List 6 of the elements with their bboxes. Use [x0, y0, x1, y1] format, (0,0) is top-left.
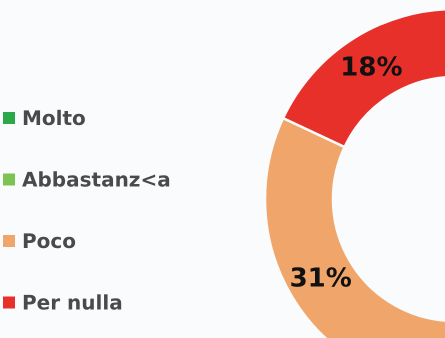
legend-label: Poco [22, 229, 76, 253]
legend-label: Molto [22, 106, 86, 130]
legend-label: Per nulla [22, 290, 123, 314]
legend-label: Abbastanz<a [22, 168, 171, 192]
data-label: 18% [340, 52, 403, 82]
data-label: 31% [290, 263, 352, 294]
